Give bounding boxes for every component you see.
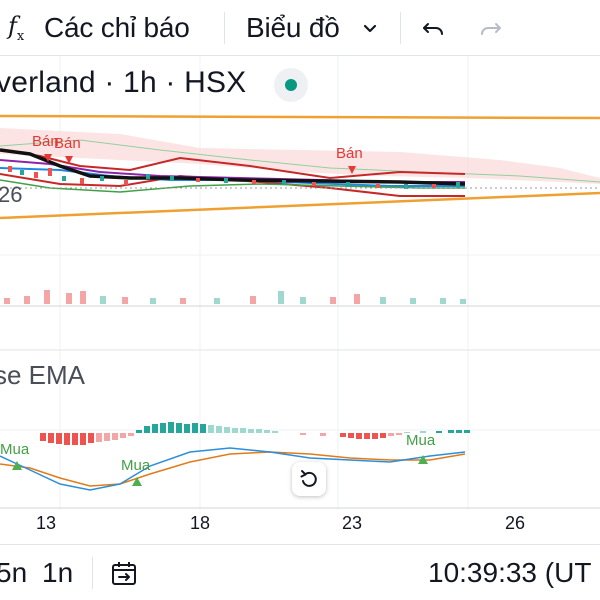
candle (170, 176, 174, 181)
chart-type-button[interactable]: Biểu đồ (246, 12, 340, 43)
cloud-span-line (0, 139, 600, 183)
market-status-button[interactable] (274, 68, 308, 102)
chevron-down-icon[interactable] (356, 14, 384, 42)
x-axis-label: 13 (36, 513, 57, 533)
symbol-legend-title[interactable]: verland · 1h · HSX (0, 66, 247, 99)
sell-marker (65, 156, 73, 164)
volume-bar (66, 293, 72, 304)
candle (404, 184, 408, 189)
fx-label: f (8, 12, 17, 40)
buy-label: Mua (0, 441, 30, 458)
volume-bar (24, 296, 30, 304)
market-status-dot-icon (285, 79, 297, 91)
ichimoku-cloud (0, 128, 600, 184)
candle (124, 180, 128, 185)
candle (62, 176, 66, 181)
candle (8, 166, 12, 172)
toolbar-divider (224, 12, 225, 44)
buy-marker (12, 461, 22, 470)
volume-bar (300, 297, 306, 304)
trendline-lower (0, 191, 600, 220)
top-toolbar: fx Các chỉ báo Biểu đồ (0, 0, 600, 56)
candle (146, 174, 150, 179)
ema-slow-line (0, 451, 466, 487)
candle (282, 180, 286, 185)
bottom-toolbar: 5n 1n 10:39:33 (UT (0, 544, 600, 600)
candle (20, 170, 24, 175)
sell-label: Bán (32, 133, 59, 150)
volume-bar (150, 298, 156, 304)
undo-icon[interactable] (420, 14, 448, 42)
volume-bar (44, 290, 50, 304)
volume-bar (354, 294, 360, 304)
buy-label: Mua (121, 457, 151, 474)
sell-label: Bán (336, 145, 363, 162)
toolbar-divider (400, 12, 401, 44)
trendline-upper (0, 114, 600, 120)
candle (376, 184, 380, 188)
range-1n-button[interactable]: 1n (42, 557, 74, 588)
candle (80, 178, 84, 184)
candle (432, 184, 436, 188)
candles (8, 166, 460, 189)
indicator-title[interactable]: se EMA (0, 360, 86, 390)
volume-bar (100, 296, 106, 304)
volume-bar (410, 298, 416, 304)
redo-icon[interactable] (476, 14, 504, 42)
fx-icon[interactable]: fx (8, 12, 24, 44)
range-5n-button[interactable]: 5n (0, 557, 28, 588)
ma-black (0, 148, 466, 186)
buy-marker (132, 477, 142, 486)
volume-bar (460, 299, 466, 304)
histogram (40, 422, 470, 445)
volume-bar (80, 291, 86, 304)
buy-label: Mua (406, 432, 436, 449)
candle (252, 180, 256, 184)
ma-red-upper (0, 149, 466, 180)
fx-sub: x (16, 28, 25, 44)
price-label-fragment: 26 (0, 182, 23, 207)
candle (224, 178, 228, 183)
buy-marker (418, 455, 428, 464)
rotate-reset-icon (300, 470, 317, 487)
candle (48, 168, 52, 176)
candle (34, 172, 38, 178)
volume-bar (440, 298, 446, 304)
calendar-goto-icon[interactable] (110, 559, 140, 589)
candle (312, 182, 316, 186)
candle (456, 182, 460, 188)
volume-bar (122, 297, 128, 304)
toolbar-divider (92, 557, 93, 589)
x-axis-label: 26 (505, 513, 526, 533)
sell-marker (44, 154, 52, 162)
candle (196, 178, 200, 182)
price-chart[interactable]: Bán Bán Bán (0, 0, 600, 544)
x-axis-label: 18 (190, 513, 211, 533)
volume-bar (278, 291, 284, 304)
volume-bar (330, 297, 336, 304)
candle (346, 182, 350, 187)
volume-bar (250, 296, 256, 304)
clock-timezone-button[interactable]: 10:39:33 (UT (428, 557, 592, 588)
candle (100, 176, 104, 181)
volume-bar (4, 298, 10, 304)
volume-bar (380, 297, 386, 304)
sell-label: Bán (54, 135, 81, 152)
x-axis-label: 23 (342, 513, 363, 533)
volume-bars (4, 290, 466, 304)
indicators-button[interactable]: Các chỉ báo (44, 12, 190, 43)
volume-bar (180, 298, 186, 304)
volume-bar (214, 298, 220, 304)
reset-chart-button[interactable] (292, 462, 326, 496)
sell-marker (348, 166, 356, 174)
ema-fast-line (0, 447, 466, 491)
